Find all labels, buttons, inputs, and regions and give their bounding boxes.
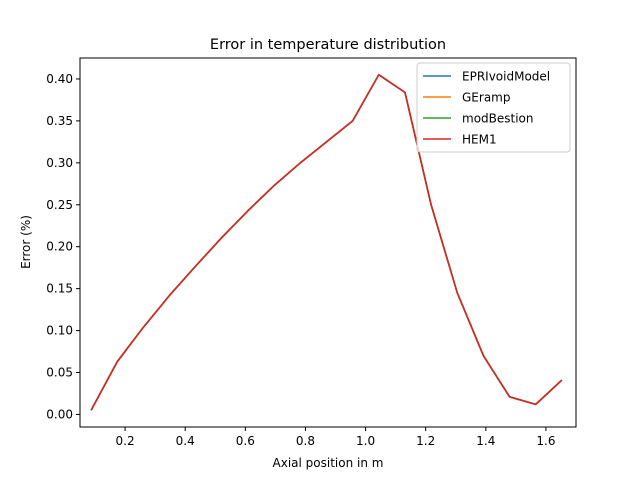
series-line-hem1 — [90, 73, 563, 411]
plot-area — [90, 73, 563, 411]
y-tick-label: 0.00 — [46, 407, 73, 421]
legend-label: EPRIvoidModel — [462, 70, 550, 84]
x-axis-label: Axial position in m — [273, 456, 384, 470]
x-tick-label: 0.4 — [176, 434, 195, 448]
chart-title: Error in temperature distribution — [210, 37, 446, 53]
x-tick-label: 0.8 — [296, 434, 315, 448]
x-tick-label: 1.0 — [356, 434, 375, 448]
x-tick-label: 0.6 — [236, 434, 255, 448]
x-tick-label: 1.6 — [536, 434, 555, 448]
legend-label: GEramp — [462, 91, 510, 105]
legend-label: modBestion — [462, 112, 534, 126]
y-tick-label: 0.05 — [46, 365, 73, 379]
axes-frame — [79, 57, 577, 428]
x-tick-label: 1.2 — [416, 434, 435, 448]
y-axis-label: Error (%) — [19, 215, 33, 269]
y-tick-label: 0.25 — [46, 198, 73, 212]
x-tick-label: 1.4 — [476, 434, 495, 448]
y-tick-label: 0.40 — [46, 72, 73, 86]
legend-label: HEM1 — [462, 133, 497, 147]
legend-box — [416, 62, 571, 153]
y-tick-label: 0.35 — [46, 114, 73, 128]
y-tick-label: 0.15 — [46, 282, 73, 296]
series-layer — [90, 73, 563, 411]
y-axis: 0.00 0.05 0.10 0.15 0.20 0.25 0.30 0.35 0.40 — [46, 72, 80, 421]
x-axis: 0.2 0.4 0.6 0.8 1.0 1.2 1.4 1.6 — [116, 427, 555, 448]
y-tick-label: 0.30 — [46, 156, 73, 170]
y-tick-label: 0.10 — [46, 324, 73, 338]
y-tick-label: 0.20 — [46, 240, 73, 254]
legend: EPRIvoidModel GEramp modBestion HEM1 — [416, 62, 571, 153]
x-tick-label: 0.2 — [116, 434, 135, 448]
legend-entries: EPRIvoidModel GEramp modBestion HEM1 — [423, 70, 550, 147]
